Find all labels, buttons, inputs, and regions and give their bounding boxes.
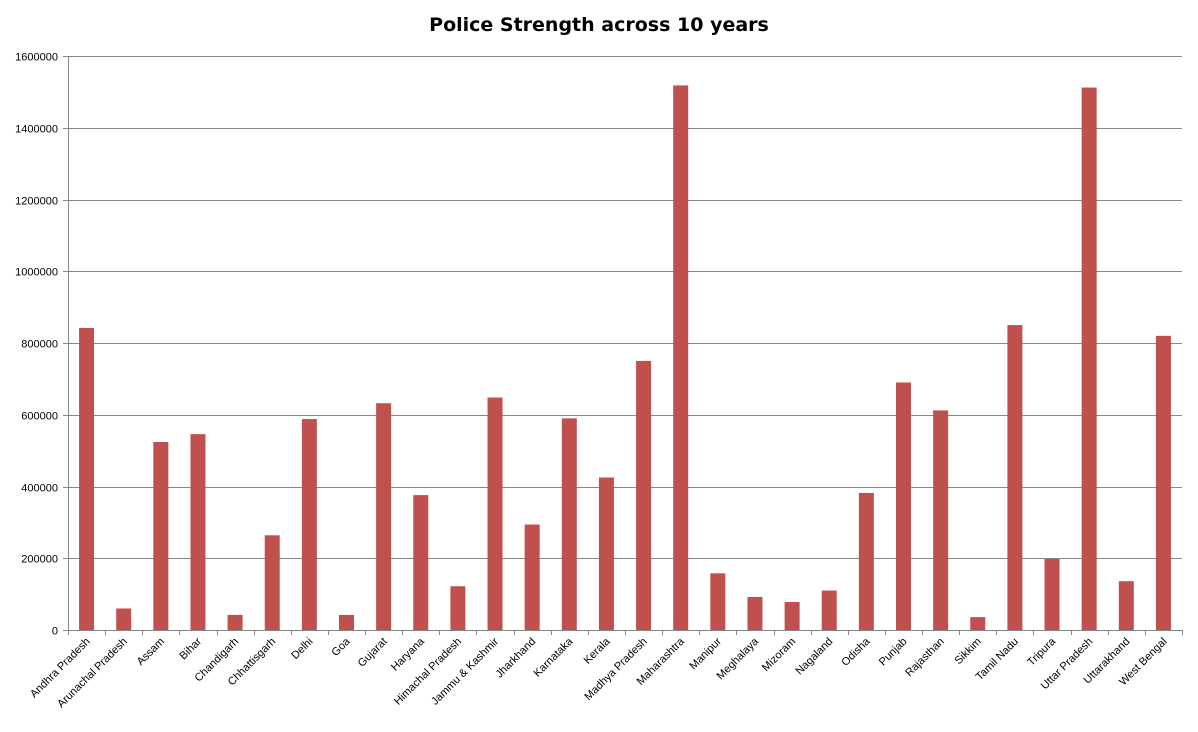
bar [747, 596, 763, 630]
bar [821, 590, 837, 630]
bar [227, 614, 243, 630]
gridlines [68, 56, 1182, 559]
bar [79, 327, 95, 630]
y-tick-label: 400000 [21, 483, 58, 495]
x-tick-label: Jammu & Kashmir [429, 635, 501, 707]
y-tick-label: 1200000 [15, 196, 58, 208]
bar [264, 535, 280, 630]
x-tick-label: Arunachal Pradesh [55, 636, 130, 711]
x-tick-label: Himachal Pradesh [392, 636, 464, 708]
x-tick-label: Rajasthan [903, 636, 947, 680]
y-tick-label: 1000000 [15, 267, 58, 279]
bar [487, 397, 503, 630]
bar [858, 492, 874, 630]
bar [339, 614, 354, 630]
bar [710, 573, 726, 630]
bar [636, 360, 652, 630]
bar [1007, 325, 1023, 630]
x-tick-label: Karnataka [531, 635, 576, 680]
x-tick-label: Odisha [839, 635, 873, 669]
x-tick-label: Sikkim [952, 636, 983, 667]
x-tick-label: Manipur [687, 635, 724, 672]
bar [450, 586, 466, 630]
bar [673, 85, 689, 631]
x-tick-label: Assam [135, 636, 167, 668]
x-tick-label: Bihar [177, 635, 204, 662]
bar [896, 382, 911, 630]
x-tick-label: Punjab [877, 636, 910, 669]
bar [190, 434, 206, 630]
bar [376, 403, 392, 630]
y-tick-label: 200000 [21, 554, 58, 566]
bar [1081, 87, 1097, 630]
x-tick-label: Tripura [1025, 635, 1058, 668]
x-tick-label: Gujarat [356, 636, 390, 670]
x-tick-label: Delhi [289, 636, 315, 662]
bar [1118, 581, 1134, 630]
bar [933, 410, 949, 630]
x-tick-label: Goa [329, 635, 353, 659]
y-axis-ticks: 0 200000 400000 600000 800000 1000000 1200000 1… [15, 52, 68, 638]
y-tick-label: 1600000 [15, 52, 58, 64]
chart-title: Police Strength across 10 years [429, 14, 769, 36]
x-tick-label: Haryana [389, 635, 428, 674]
x-tick-label: Madhya Pradesh [582, 636, 649, 703]
bar [413, 495, 429, 630]
y-tick-label: 1400000 [15, 124, 58, 136]
bar [1044, 558, 1060, 630]
bar [116, 608, 132, 630]
bar [153, 442, 169, 630]
y-tick-label: 800000 [21, 339, 58, 351]
x-tick-label: Nagaland [794, 636, 836, 678]
bar [561, 418, 577, 630]
bar [598, 477, 614, 630]
x-tick-label: Jharkhand [493, 636, 538, 681]
bars [79, 85, 1171, 631]
bar [1155, 335, 1171, 630]
y-tick-label: 600000 [21, 411, 58, 423]
x-tick-label: Kerala [582, 635, 614, 667]
bar [301, 419, 317, 630]
bar [784, 602, 800, 630]
bar [970, 617, 986, 630]
y-tick-label: 0 [52, 626, 58, 638]
bar [524, 524, 540, 630]
x-tick-label: Mizoram [760, 636, 798, 674]
